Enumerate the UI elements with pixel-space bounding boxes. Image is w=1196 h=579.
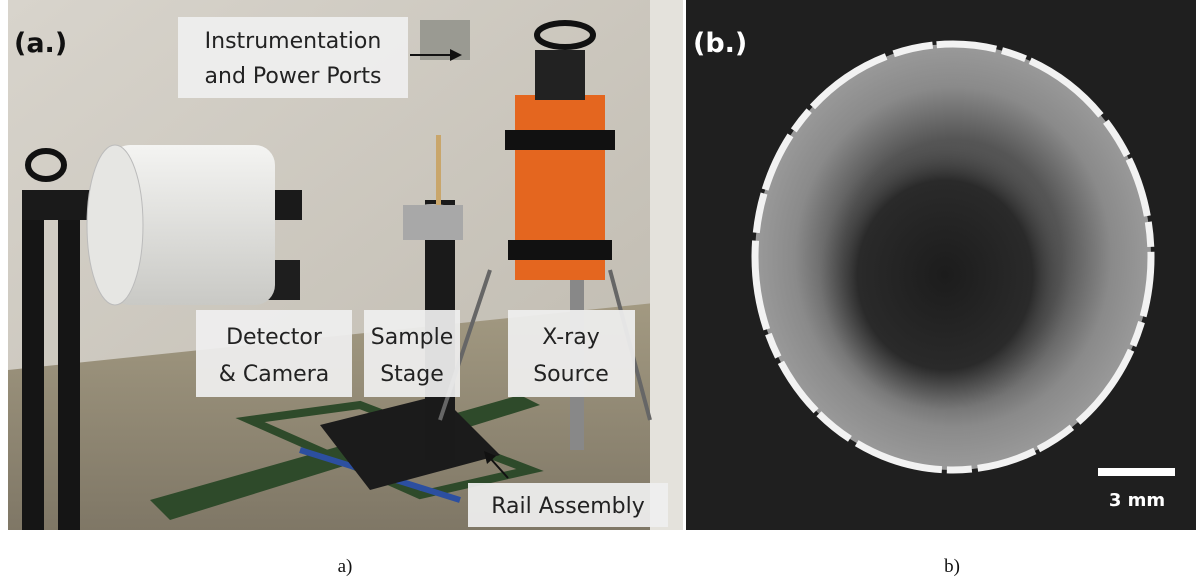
label: & Camera [219, 362, 329, 387]
xray-head [535, 50, 585, 100]
label: Detector [226, 325, 323, 350]
label: Rail Assembly [491, 494, 645, 519]
label: and Power Ports [205, 64, 382, 89]
label: Sample [371, 325, 454, 350]
wall-edge [650, 0, 683, 530]
detector-face [87, 145, 143, 305]
panel-a: (a.) Instrumentation and Power Ports Det… [8, 0, 683, 530]
xray-clamp [505, 130, 615, 150]
caption: b) [944, 556, 960, 577]
stand [22, 195, 44, 530]
figure: (a.) Instrumentation and Power Ports Det… [0, 0, 1196, 579]
ct-pores [820, 140, 1070, 410]
label: X-ray [542, 325, 599, 350]
sample-holder [403, 205, 463, 240]
scale-bar [1098, 468, 1175, 476]
sample [436, 135, 441, 205]
panel-tag: (a.) [14, 28, 67, 59]
label: Source [533, 362, 609, 387]
panel-b: (b.) 3 mm [686, 0, 1196, 530]
caption: a) [338, 556, 353, 577]
stand [58, 195, 80, 530]
scale-label: 3 mm [1109, 490, 1165, 511]
panel-tag: (b.) [693, 28, 747, 59]
label: Stage [380, 362, 444, 387]
label: Instrumentation [205, 29, 382, 54]
xray-clamp [508, 240, 612, 260]
